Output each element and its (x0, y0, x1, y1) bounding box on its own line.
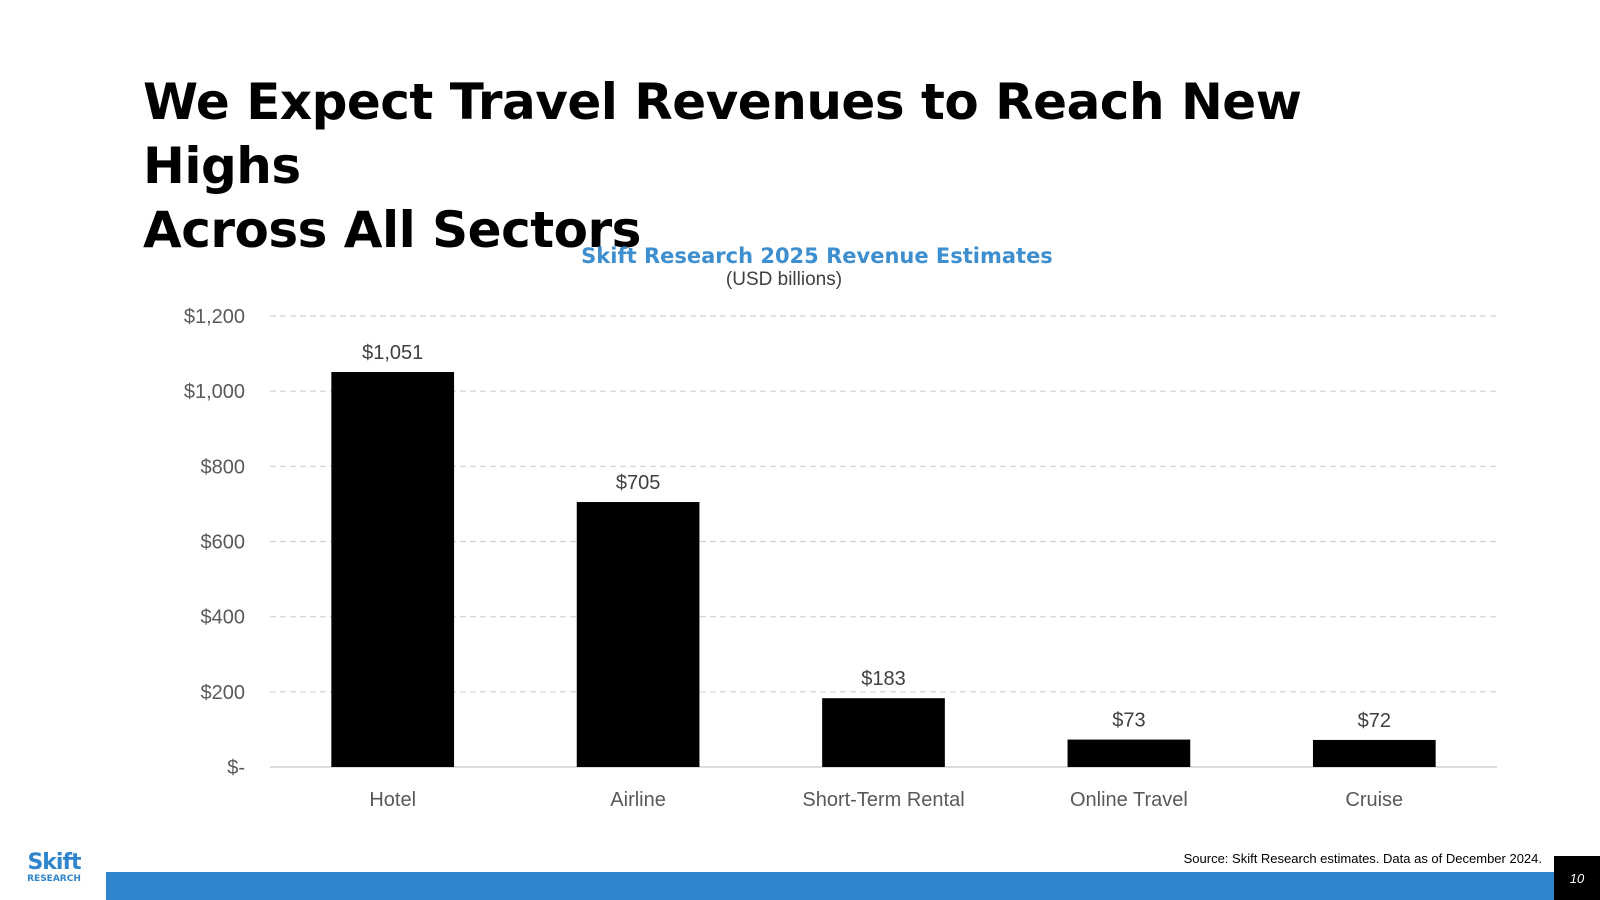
y-tick-label: $200 (201, 682, 246, 704)
y-axis: $- $200 $400 $600 $800 $1,000 $1,200 (184, 306, 245, 779)
gridlines (270, 315, 1497, 768)
y-tick-label: $1,200 (184, 306, 245, 328)
bar-short-term-rental (822, 698, 945, 767)
page-number: 10 (1554, 856, 1600, 900)
skift-research-logo: Skift RESEARCH (24, 850, 84, 885)
revenue-bar-chart: Skift Research 2025 Revenue Estimates (U… (184, 244, 1497, 811)
x-axis: Hotel Airline Short-Term Rental Online Trav… (369, 789, 1403, 811)
data-label: $183 (861, 668, 906, 690)
y-tick-label: $400 (201, 607, 246, 629)
x-tick-label: Short-Term Rental (802, 789, 964, 811)
data-label: $1,051 (362, 342, 423, 364)
logo-sub: RESEARCH (27, 874, 81, 884)
data-label: $73 (1112, 710, 1145, 732)
logo-brand: Skift (27, 850, 81, 875)
source-note: Source: Skift Research estimates. Data a… (1183, 851, 1542, 866)
y-tick-label: $600 (201, 532, 246, 554)
y-tick-label: $- (227, 757, 245, 779)
x-tick-label: Online Travel (1070, 789, 1188, 811)
data-label: $72 (1358, 710, 1391, 732)
bar-cruise (1312, 739, 1436, 767)
bar-online-travel (1067, 739, 1191, 767)
slide-title-line-1: We Expect Travel Revenues to Reach New H… (143, 73, 1302, 195)
bars (331, 371, 1436, 767)
chart-title: Skift Research 2025 Revenue Estimates (581, 244, 1053, 268)
y-tick-label: $1,000 (184, 381, 245, 403)
x-tick-label: Cruise (1345, 789, 1403, 811)
footer-bar (106, 872, 1554, 900)
data-label: $705 (616, 472, 661, 494)
data-labels: $1,051 $705 $183 $73 $72 (362, 342, 1391, 732)
y-tick-label: $800 (201, 456, 246, 478)
x-tick-label: Hotel (369, 789, 416, 811)
x-tick-label: Airline (610, 789, 666, 811)
slide-title: We Expect Travel Revenues to Reach New H… (143, 70, 1443, 262)
chart-subtitle: (USD billions) (726, 269, 842, 290)
bar-hotel (331, 371, 455, 767)
bar-airline (576, 502, 700, 767)
slide-title-line-2: Across All Sectors (143, 201, 641, 259)
